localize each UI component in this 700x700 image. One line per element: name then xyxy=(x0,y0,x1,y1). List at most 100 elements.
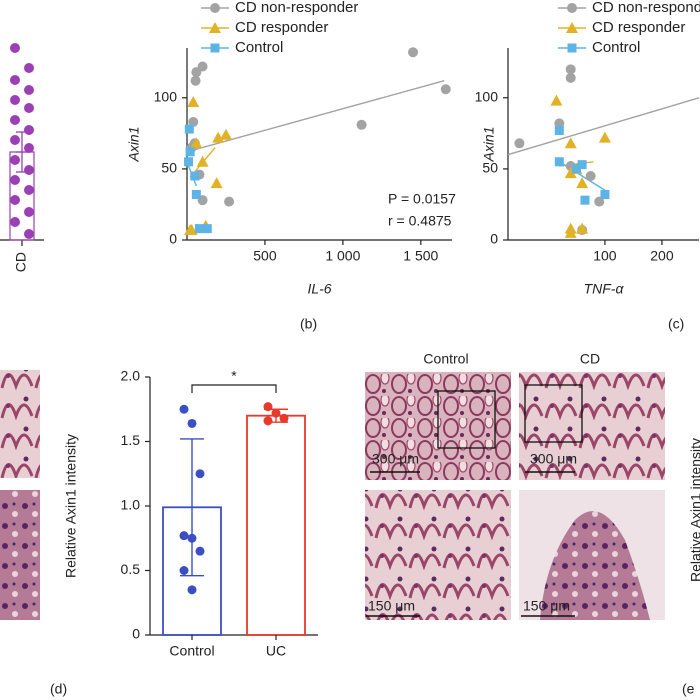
annotation: P = 0.0157 xyxy=(388,191,456,207)
y-tick-label: 0 xyxy=(490,231,498,247)
y-tick-label: 0.5 xyxy=(121,561,141,577)
point xyxy=(190,171,200,181)
legend-label: Control xyxy=(592,39,640,56)
x-tick-label: UC xyxy=(266,643,286,659)
point xyxy=(554,157,564,167)
point xyxy=(195,469,205,479)
point xyxy=(10,75,20,85)
point xyxy=(24,165,34,175)
point xyxy=(576,177,589,189)
significance-label: * xyxy=(231,368,237,384)
point xyxy=(577,160,587,170)
y-tick-label: 0 xyxy=(132,626,140,642)
point xyxy=(187,533,197,543)
y-tick-label: 100 xyxy=(475,88,499,104)
point xyxy=(191,189,201,199)
point xyxy=(263,416,273,426)
point xyxy=(187,418,197,428)
point xyxy=(209,22,221,33)
point xyxy=(585,171,596,181)
point xyxy=(10,43,20,53)
y-tick-label: 50 xyxy=(482,160,498,176)
y-tick-label: 1.0 xyxy=(121,497,141,513)
panel-label: (e xyxy=(682,681,695,697)
point xyxy=(185,224,198,236)
y-axis-label: Relative Axin1 intensity xyxy=(63,434,79,578)
y-tick-label: 50 xyxy=(161,160,177,176)
y-axis-label: Axin1 xyxy=(481,126,497,162)
point xyxy=(202,224,212,234)
point xyxy=(263,402,273,412)
x-tick-label: 200 xyxy=(650,248,674,264)
legend-label: CD responder xyxy=(235,19,328,36)
x-tick-label: 1 500 xyxy=(403,248,438,264)
point xyxy=(10,115,20,125)
point xyxy=(210,3,220,13)
scale-bar-label: 150 μm xyxy=(523,598,570,614)
point xyxy=(185,147,195,157)
point xyxy=(10,155,20,165)
point xyxy=(554,125,564,135)
point xyxy=(24,143,34,153)
y-tick-label: 1.5 xyxy=(121,432,141,448)
point xyxy=(567,43,577,53)
column-label: CD xyxy=(580,351,600,367)
legend-label: Control xyxy=(235,39,283,56)
point xyxy=(24,85,34,95)
bar xyxy=(246,414,306,636)
zoom-box xyxy=(524,384,583,443)
point xyxy=(565,64,576,75)
point xyxy=(564,137,577,149)
point xyxy=(24,185,34,195)
point xyxy=(564,167,577,179)
point xyxy=(224,196,235,207)
panel-label: (b) xyxy=(300,316,317,332)
scale-bar-label: 300 μm xyxy=(530,451,577,467)
fit-line xyxy=(186,80,445,153)
point xyxy=(184,124,194,134)
point xyxy=(10,195,20,205)
point xyxy=(187,585,197,595)
point xyxy=(190,75,201,86)
point xyxy=(179,531,189,541)
point xyxy=(271,408,281,418)
point xyxy=(197,61,208,72)
point xyxy=(24,207,34,217)
x-tick-label: Control xyxy=(169,643,214,659)
point xyxy=(194,224,204,234)
x-tick-label: CD xyxy=(13,252,29,272)
point xyxy=(356,119,367,130)
point xyxy=(219,128,232,140)
point xyxy=(408,47,419,58)
point xyxy=(576,222,589,234)
y-tick-label: 2.0 xyxy=(121,368,141,384)
legend-label: CD responder xyxy=(592,19,685,36)
point xyxy=(580,195,590,205)
point xyxy=(24,63,34,73)
point xyxy=(571,164,581,174)
point xyxy=(550,94,563,106)
point xyxy=(190,137,203,149)
point xyxy=(179,404,189,414)
point xyxy=(565,72,576,83)
point xyxy=(279,413,289,423)
point xyxy=(24,125,34,135)
panel-label: (c) xyxy=(668,316,684,332)
point xyxy=(440,84,451,95)
point xyxy=(600,189,610,199)
x-tick-label: 100 xyxy=(593,248,617,264)
micrograph xyxy=(519,372,665,480)
cut-axis-label: Relative Axin1 intensity xyxy=(688,438,700,582)
point xyxy=(566,22,578,33)
y-axis-label: Axin1 xyxy=(126,126,142,162)
micrograph xyxy=(0,370,40,478)
y-tick-label: 100 xyxy=(154,88,178,104)
point xyxy=(10,175,20,185)
fit-line xyxy=(507,97,700,156)
legend-label: CD non-responder xyxy=(592,0,700,16)
point xyxy=(24,103,34,113)
point xyxy=(210,43,220,53)
column-label: Control xyxy=(423,351,468,367)
